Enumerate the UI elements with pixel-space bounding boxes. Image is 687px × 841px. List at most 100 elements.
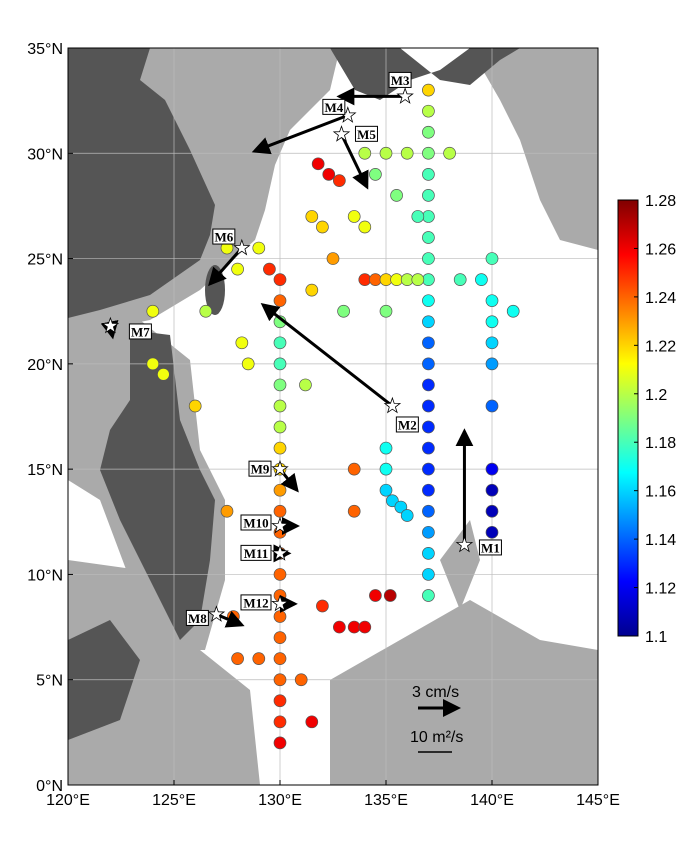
station-point (358, 220, 372, 234)
frame (67, 47, 599, 786)
station-point (273, 610, 287, 623)
station-point (386, 494, 399, 508)
station-point (485, 399, 499, 413)
station-point (485, 525, 499, 539)
station-point (273, 736, 287, 750)
mooring-star (207, 605, 226, 622)
station-point (273, 715, 287, 729)
transport-arrow (215, 610, 245, 628)
station-point (422, 547, 435, 560)
colorbar-tick-label: 1.22 (645, 338, 676, 355)
station-point (273, 273, 287, 286)
mooring-label: M8 (188, 611, 207, 626)
mooring-label-box (478, 539, 502, 556)
scale-label: 10 m²/s (410, 729, 463, 746)
station-point (146, 357, 160, 371)
station-point (390, 273, 403, 286)
station-point (411, 273, 425, 286)
mooring-star (383, 396, 402, 414)
station-point (252, 241, 266, 255)
mooring-label: M12 (243, 595, 268, 610)
station-point (443, 146, 456, 160)
station-point (422, 399, 435, 413)
station-point (326, 252, 340, 265)
station-point (400, 146, 414, 160)
mooring-label: M10 (243, 515, 268, 530)
station-point (333, 620, 346, 634)
station-point (394, 500, 408, 514)
station-point (422, 252, 435, 265)
station-point (273, 483, 287, 497)
y-tick-label: 5°N (36, 673, 63, 690)
station-point (422, 441, 435, 455)
colorbar (617, 199, 639, 637)
station-point (146, 304, 160, 318)
colorbar-tick-label: 1.1 (645, 629, 667, 646)
mooring-label: M7 (131, 324, 150, 339)
station-point (305, 210, 319, 223)
colorbar-tick-label: 1.24 (645, 290, 676, 307)
transport-arrow (208, 247, 243, 287)
mooring-label-box (388, 71, 412, 88)
transport-arrow (260, 303, 394, 408)
station-point (422, 462, 435, 476)
station-point (422, 483, 435, 497)
x-tick-label: 135°E (364, 792, 408, 809)
mooring-star (233, 238, 251, 256)
station-point (273, 378, 287, 392)
station-point (422, 315, 435, 329)
station-point (273, 357, 287, 371)
y-tick-label: 20°N (27, 357, 63, 374)
mooring-label-box (212, 228, 236, 245)
station-point (506, 304, 520, 318)
station-point (369, 589, 382, 602)
colorbar-tick-label: 1.12 (645, 581, 676, 598)
station-point (294, 673, 308, 687)
station-point (263, 262, 276, 276)
colorbar-tick-label: 1.16 (645, 484, 676, 501)
station-point (422, 231, 435, 244)
station-point (241, 357, 255, 371)
station-point (379, 483, 393, 497)
station-point (422, 294, 435, 308)
mooring-star (455, 535, 474, 553)
y-tick-label: 15°N (27, 462, 63, 479)
station-point (273, 420, 287, 434)
station-point (422, 83, 435, 97)
transport-arrow (340, 133, 369, 190)
station-point (273, 673, 287, 687)
station-point (422, 273, 435, 286)
mooring-label: M5 (357, 127, 376, 142)
station-point (273, 504, 287, 518)
mooring-star (332, 125, 351, 142)
station-point (400, 273, 414, 286)
station-point (422, 568, 435, 581)
x-tick-label: 125°E (152, 792, 196, 809)
station-point (273, 694, 287, 708)
station-point (231, 262, 244, 276)
station-point (485, 252, 499, 265)
mooring-label: M4 (324, 100, 343, 115)
station-point (273, 568, 287, 581)
mooring-star (271, 459, 289, 477)
station-point (379, 304, 393, 318)
station-point (379, 462, 393, 476)
station-point (453, 273, 467, 286)
station-point (220, 504, 234, 518)
transport-arrow (251, 113, 349, 155)
station-point (235, 336, 249, 350)
station-point (485, 462, 499, 476)
station-point (358, 620, 372, 634)
station-point (422, 104, 435, 118)
mooring-label-box (354, 125, 378, 142)
mooring-star (271, 544, 289, 561)
y-tick-label: 25°N (27, 252, 63, 269)
mooring-label: M1 (481, 540, 500, 555)
colorbar-tick-label: 1.14 (645, 532, 676, 549)
station-point (379, 441, 393, 455)
station-point (485, 357, 499, 371)
station-point (485, 315, 499, 329)
x-tick-label: 145°E (576, 792, 620, 809)
mooring-label: M2 (398, 417, 417, 432)
station-point (422, 189, 435, 202)
